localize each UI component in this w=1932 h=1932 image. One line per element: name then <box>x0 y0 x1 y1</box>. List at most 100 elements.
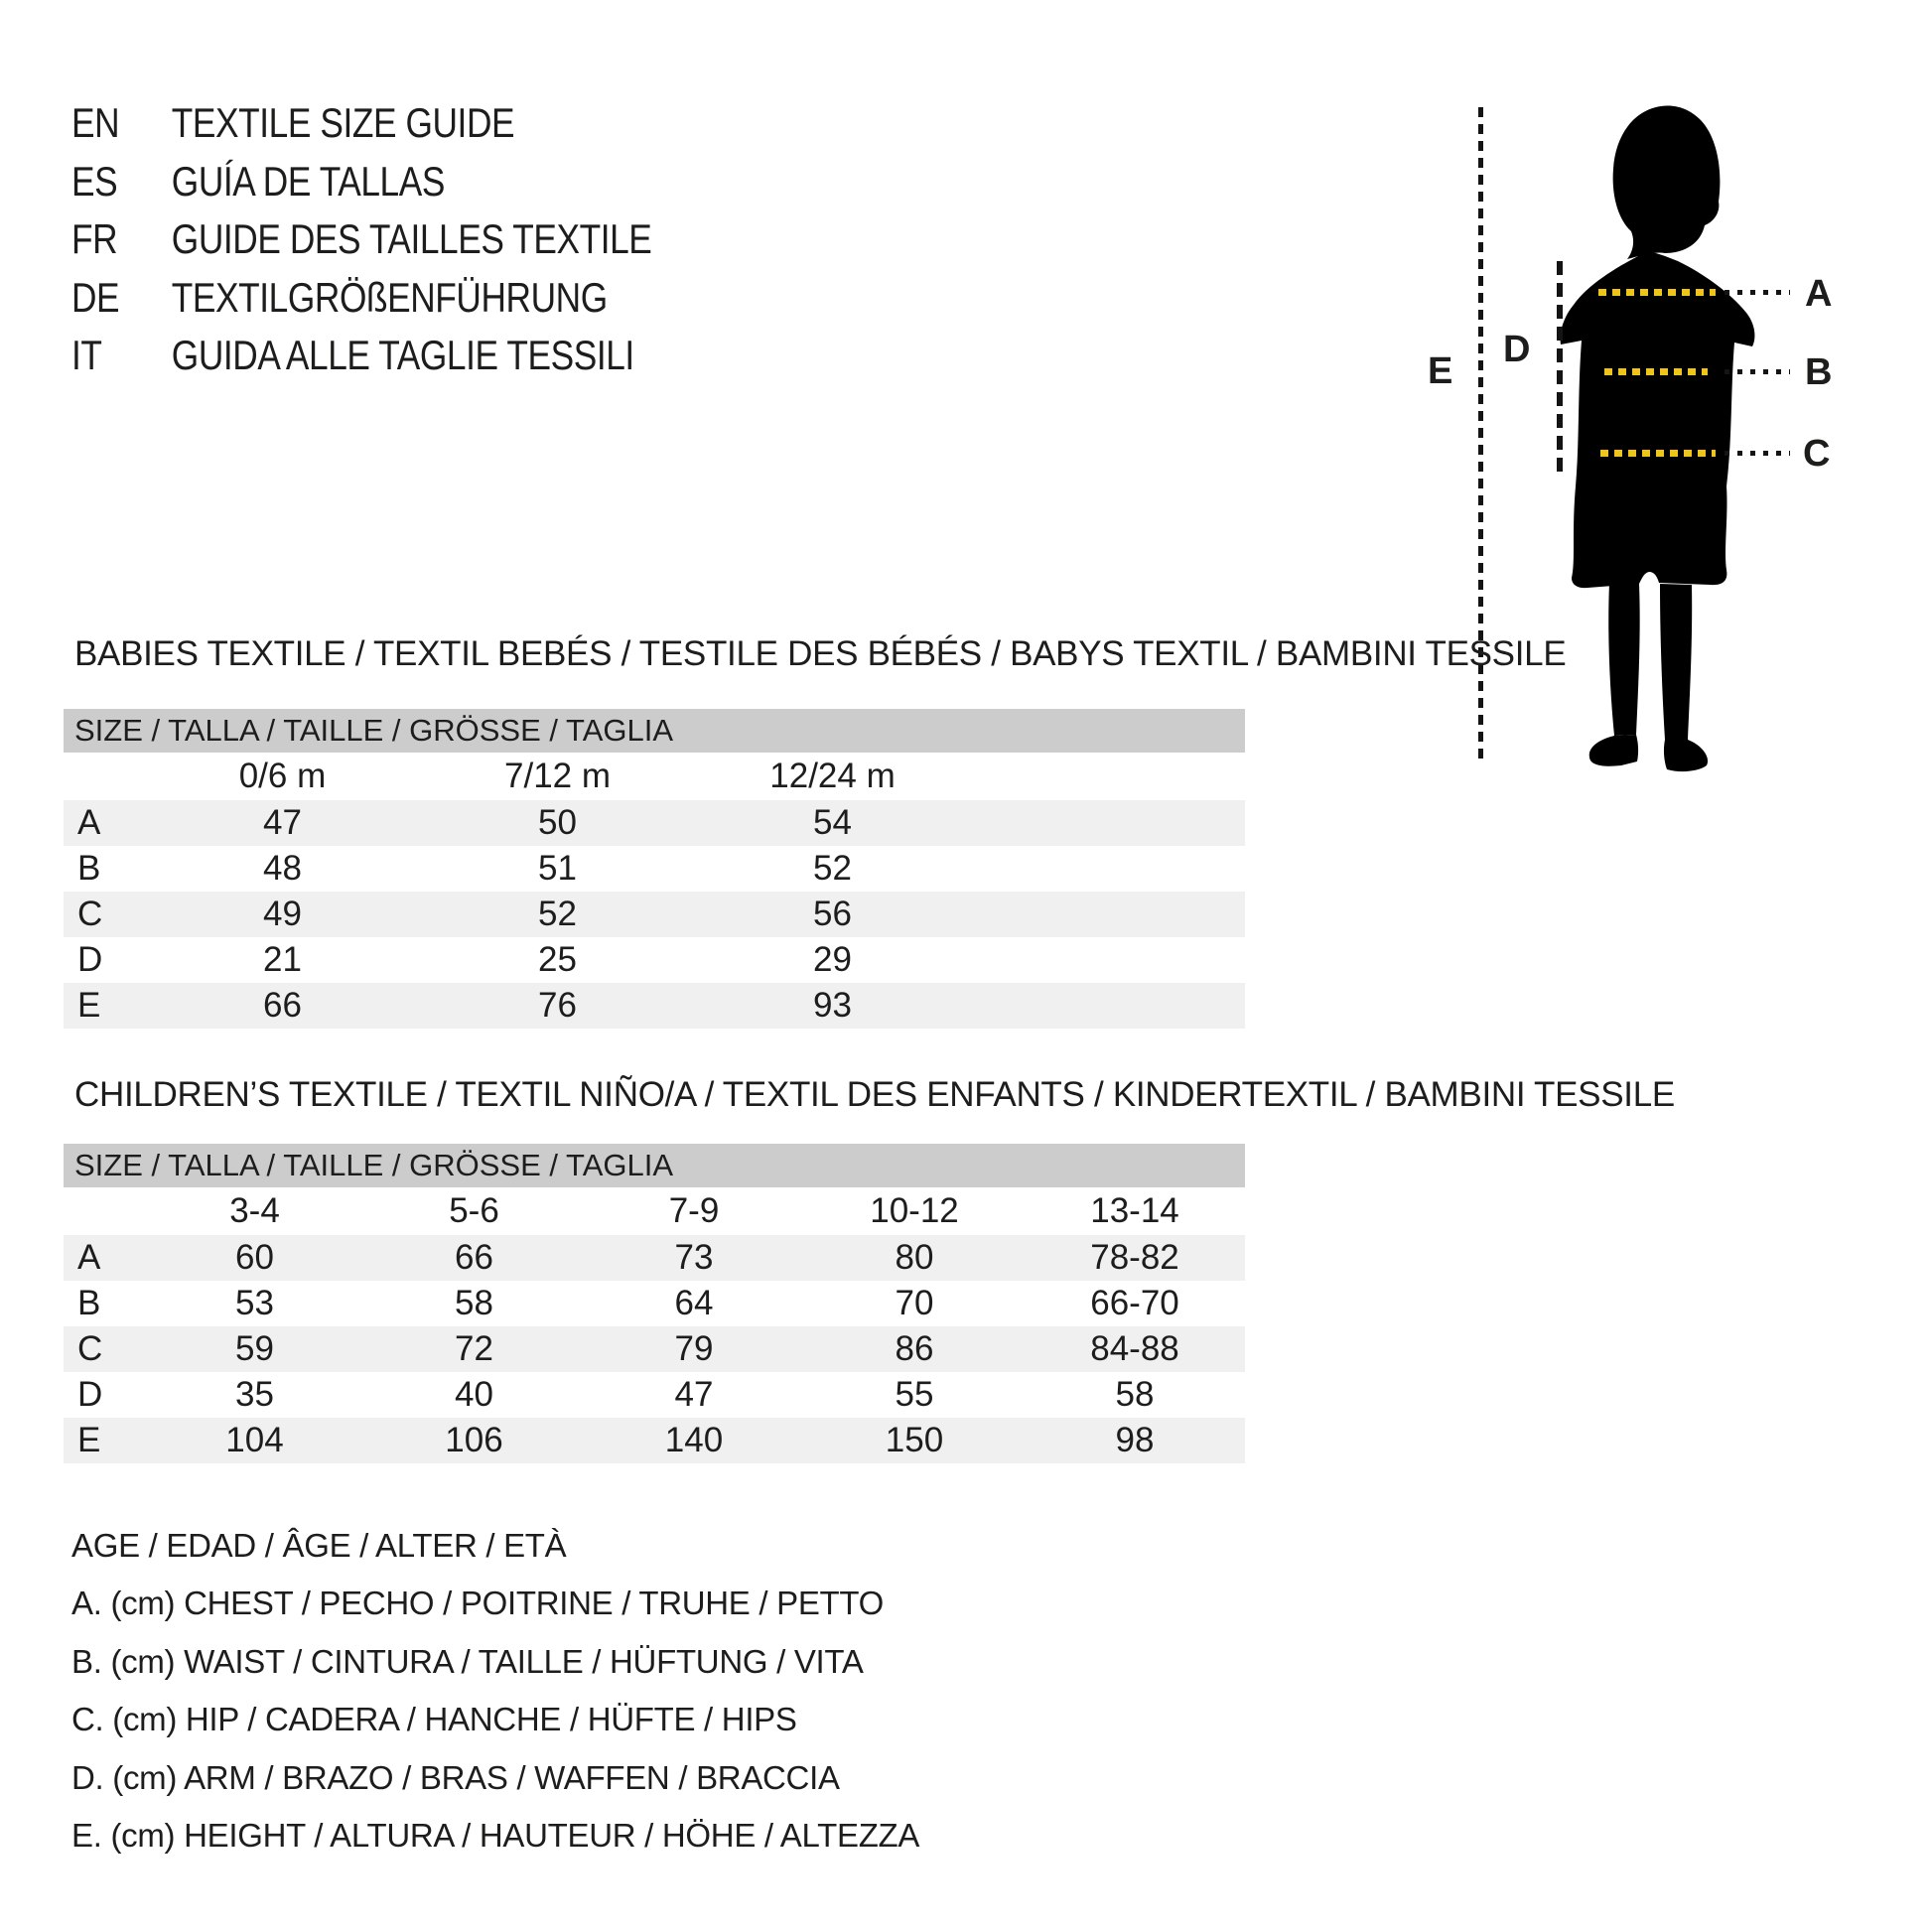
size-value: 98 <box>1115 1421 1155 1459</box>
measurement-legend: AGE / EDAD / ÂGE / ALTER / ETÀ A. (cm) C… <box>71 1517 919 1864</box>
size-value: 84-88 <box>1090 1329 1179 1368</box>
row-label: D <box>77 940 103 979</box>
size-value: 66 <box>455 1238 493 1277</box>
babies-column-header-row: 0/6 m 7/12 m 12/24 m <box>64 753 1245 800</box>
size-value: 53 <box>235 1284 274 1322</box>
row-label: C <box>77 1329 103 1368</box>
marker-label-d: D <box>1503 329 1531 370</box>
lang-row-de: DE TEXTILGRÖßENFÜHRUNG <box>71 269 651 328</box>
corner-cell <box>64 753 145 800</box>
size-value: 50 <box>538 803 577 842</box>
table-row: B 48 51 52 <box>64 846 1245 892</box>
size-value: 140 <box>664 1421 724 1459</box>
size-value: 47 <box>674 1375 714 1414</box>
corner-cell <box>64 1187 145 1235</box>
hip-leader-dots <box>1725 451 1790 456</box>
column-header: 7-9 <box>668 1191 720 1230</box>
size-value: 70 <box>895 1284 934 1322</box>
size-value: 76 <box>538 986 577 1025</box>
size-value: 104 <box>225 1421 284 1459</box>
column-header: 10-12 <box>870 1191 959 1230</box>
column-header: 0/6 m <box>238 757 327 795</box>
filler-cell <box>970 753 1245 800</box>
chest-measure-dash <box>1598 289 1716 296</box>
table-row: E 66 76 93 <box>64 983 1245 1029</box>
language-title-block: EN TEXTILE SIZE GUIDE ES GUÍA DE TALLAS FR… <box>71 94 762 385</box>
arm-measure-line <box>1557 261 1563 475</box>
table-row: A 60 66 73 80 78-82 <box>64 1235 1245 1281</box>
chest-leader-dots <box>1725 290 1790 295</box>
children-size-table: 3-4 5-6 7-9 10-12 13-14 A 60 66 73 80 78… <box>64 1187 1245 1463</box>
size-value: 58 <box>1115 1375 1155 1414</box>
size-value: 106 <box>445 1421 503 1459</box>
size-value: 58 <box>455 1284 493 1322</box>
legend-line-waist: B. (cm) WAIST / CINTURA / TAILLE / HÜFTU… <box>71 1642 864 1680</box>
lang-row-it: IT GUIDA ALLE TAGLIE TESSILI <box>71 327 651 385</box>
row-label: E <box>77 1421 101 1459</box>
size-value: 29 <box>813 940 852 979</box>
column-header: 7/12 m <box>504 757 611 795</box>
marker-label-e: E <box>1428 350 1453 392</box>
lang-code: IT <box>71 332 102 379</box>
filler-cell <box>970 800 1245 846</box>
lang-code: FR <box>71 215 118 263</box>
child-silhouette-figure <box>1560 105 1755 772</box>
size-value: 150 <box>885 1421 944 1459</box>
filler-cell <box>970 892 1245 937</box>
lang-title: TEXTILE SIZE GUIDE <box>171 99 515 146</box>
legend-line-height: E. (cm) HEIGHT / ALTURA / HAUTEUR / HÖHE… <box>71 1817 920 1855</box>
size-value: 49 <box>263 895 302 933</box>
row-label: E <box>77 986 101 1025</box>
size-value: 52 <box>813 849 852 888</box>
table-row: B 53 58 64 70 66-70 <box>64 1281 1245 1326</box>
lang-title: TEXTILGRÖßENFÜHRUNG <box>171 273 608 321</box>
marker-label-c: C <box>1803 433 1831 475</box>
size-value: 79 <box>674 1329 714 1368</box>
lang-code: DE <box>71 273 120 321</box>
column-header: 13-14 <box>1090 1191 1179 1230</box>
size-value: 80 <box>895 1238 934 1277</box>
size-value: 56 <box>813 895 852 933</box>
lang-title: GUIDA ALLE TAGLIE TESSILI <box>171 332 634 379</box>
size-value: 86 <box>895 1329 934 1368</box>
row-label: A <box>77 803 101 842</box>
babies-size-header-bar: SIZE / TALLA / TAILLE / GRÖSSE / TAGLIA <box>64 709 1245 753</box>
size-value: 66-70 <box>1090 1284 1179 1322</box>
table-row: C 49 52 56 <box>64 892 1245 937</box>
size-value: 54 <box>813 803 852 842</box>
row-label: C <box>77 895 103 933</box>
marker-label-b: B <box>1805 351 1833 393</box>
filler-cell <box>970 937 1245 983</box>
hip-measure-dash <box>1600 450 1716 457</box>
size-value: 40 <box>455 1375 493 1414</box>
lang-code: ES <box>71 157 118 205</box>
column-header: 5-6 <box>449 1191 499 1230</box>
row-label: A <box>77 1238 101 1277</box>
size-value: 60 <box>235 1238 274 1277</box>
row-label: B <box>77 1284 101 1322</box>
size-value: 51 <box>538 849 577 888</box>
size-value: 55 <box>895 1375 934 1414</box>
lang-row-en: EN TEXTILE SIZE GUIDE <box>71 94 651 153</box>
filler-cell <box>970 846 1245 892</box>
size-value: 78-82 <box>1090 1238 1179 1277</box>
size-value: 48 <box>263 849 302 888</box>
legend-line-hip: C. (cm) HIP / CADERA / HANCHE / HÜFTE / … <box>71 1701 797 1738</box>
table-row: D 35 40 47 55 58 <box>64 1372 1245 1418</box>
size-value: 47 <box>263 803 302 842</box>
legend-line-chest: A. (cm) CHEST / PECHO / POITRINE / TRUHE… <box>71 1585 885 1622</box>
size-value: 73 <box>674 1238 714 1277</box>
lang-row-fr: FR GUIDE DES TAILLES TEXTILE <box>71 210 652 269</box>
table-row: A 47 50 54 <box>64 800 1245 846</box>
column-header: 3-4 <box>229 1191 280 1230</box>
babies-section-title: BABIES TEXTILE / TEXTIL BEBÉS / TESTILE … <box>74 634 1567 673</box>
size-value: 35 <box>235 1375 274 1414</box>
marker-label-a: A <box>1805 273 1833 315</box>
lang-code: EN <box>71 99 120 146</box>
lang-row-es: ES GUÍA DE TALLAS <box>71 153 651 211</box>
table-row: E 104 106 140 150 98 <box>64 1418 1245 1463</box>
lang-title: GUIDE DES TAILLES TEXTILE <box>171 215 652 263</box>
size-value: 72 <box>455 1329 493 1368</box>
size-value: 52 <box>538 895 577 933</box>
